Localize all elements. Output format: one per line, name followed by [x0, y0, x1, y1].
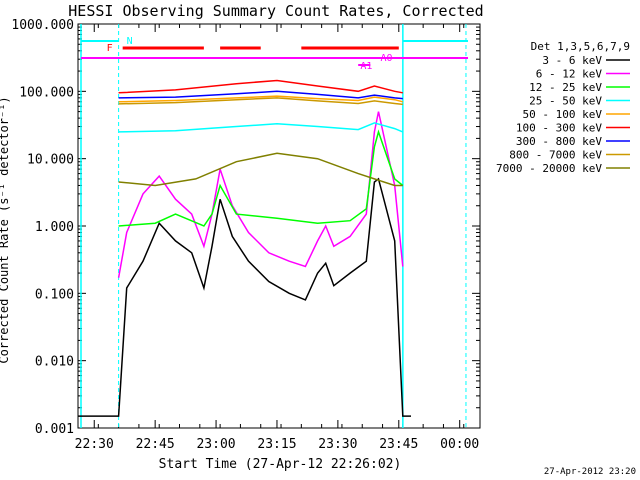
flag-label: F	[107, 43, 113, 54]
x-tick-label: 22:30	[75, 437, 114, 452]
y-tick-label: 0.100	[35, 287, 74, 302]
legend-title: Det 1,3,5,6,7,9	[531, 40, 630, 53]
plot-frame	[77, 23, 481, 429]
series-line	[117, 111, 404, 278]
y-tick-label: 10.000	[27, 153, 74, 168]
y-tick-label: 1000.000	[11, 18, 74, 33]
x-tick-label: 23:15	[257, 437, 296, 452]
series-line	[118, 79, 403, 94]
legend-label: 50 - 100 keV	[523, 108, 603, 121]
series-line	[118, 90, 403, 100]
x-tick-label: 23:00	[196, 437, 235, 452]
series-line	[78, 177, 411, 417]
legend-label: 25 - 50 keV	[529, 95, 602, 108]
series-line	[118, 129, 404, 227]
legend-label: 3 - 6 keV	[542, 54, 602, 67]
legend-label: 12 - 25 keV	[529, 81, 602, 94]
legend-label: 6 - 12 keV	[536, 68, 603, 81]
legend-label: 7000 - 20000 keV	[496, 162, 602, 175]
y-tick-label: 0.010	[35, 355, 74, 370]
x-axis-label: Start Time (27-Apr-12 22:26:02)	[159, 457, 402, 472]
y-axis-label: Corrected Count Rate (s⁻¹ detector⁻¹)	[0, 96, 11, 363]
x-tick-label: 23:30	[318, 437, 357, 452]
chart-title: HESSI Observing Summary Count Rates, Cor…	[68, 2, 483, 20]
x-tick-label: 23:45	[379, 437, 418, 452]
y-tick-label: 0.001	[35, 422, 74, 437]
timestamp: 27-Apr-2012 23:20	[544, 467, 636, 477]
legend-label: 100 - 300 keV	[516, 122, 602, 135]
flag-label: A0	[380, 53, 392, 64]
y-tick-label: 100.000	[19, 85, 74, 100]
legend-label: 800 - 7000 keV	[509, 149, 602, 162]
series-line	[118, 95, 403, 103]
series-line	[118, 97, 403, 106]
series-line	[118, 152, 403, 187]
y-tick-label: 1.000	[35, 220, 74, 235]
series-line	[118, 122, 404, 133]
flag-label: N	[127, 36, 133, 47]
plot-area: 0.001 0.010 0.100 1.000 10.000 100.000 1000.00…	[11, 18, 630, 452]
flag-label: A1	[360, 61, 372, 72]
x-tick-label: 00:00	[440, 437, 479, 452]
x-tick-label: 22:45	[136, 437, 175, 452]
legend-label: 300 - 800 keV	[516, 135, 602, 148]
